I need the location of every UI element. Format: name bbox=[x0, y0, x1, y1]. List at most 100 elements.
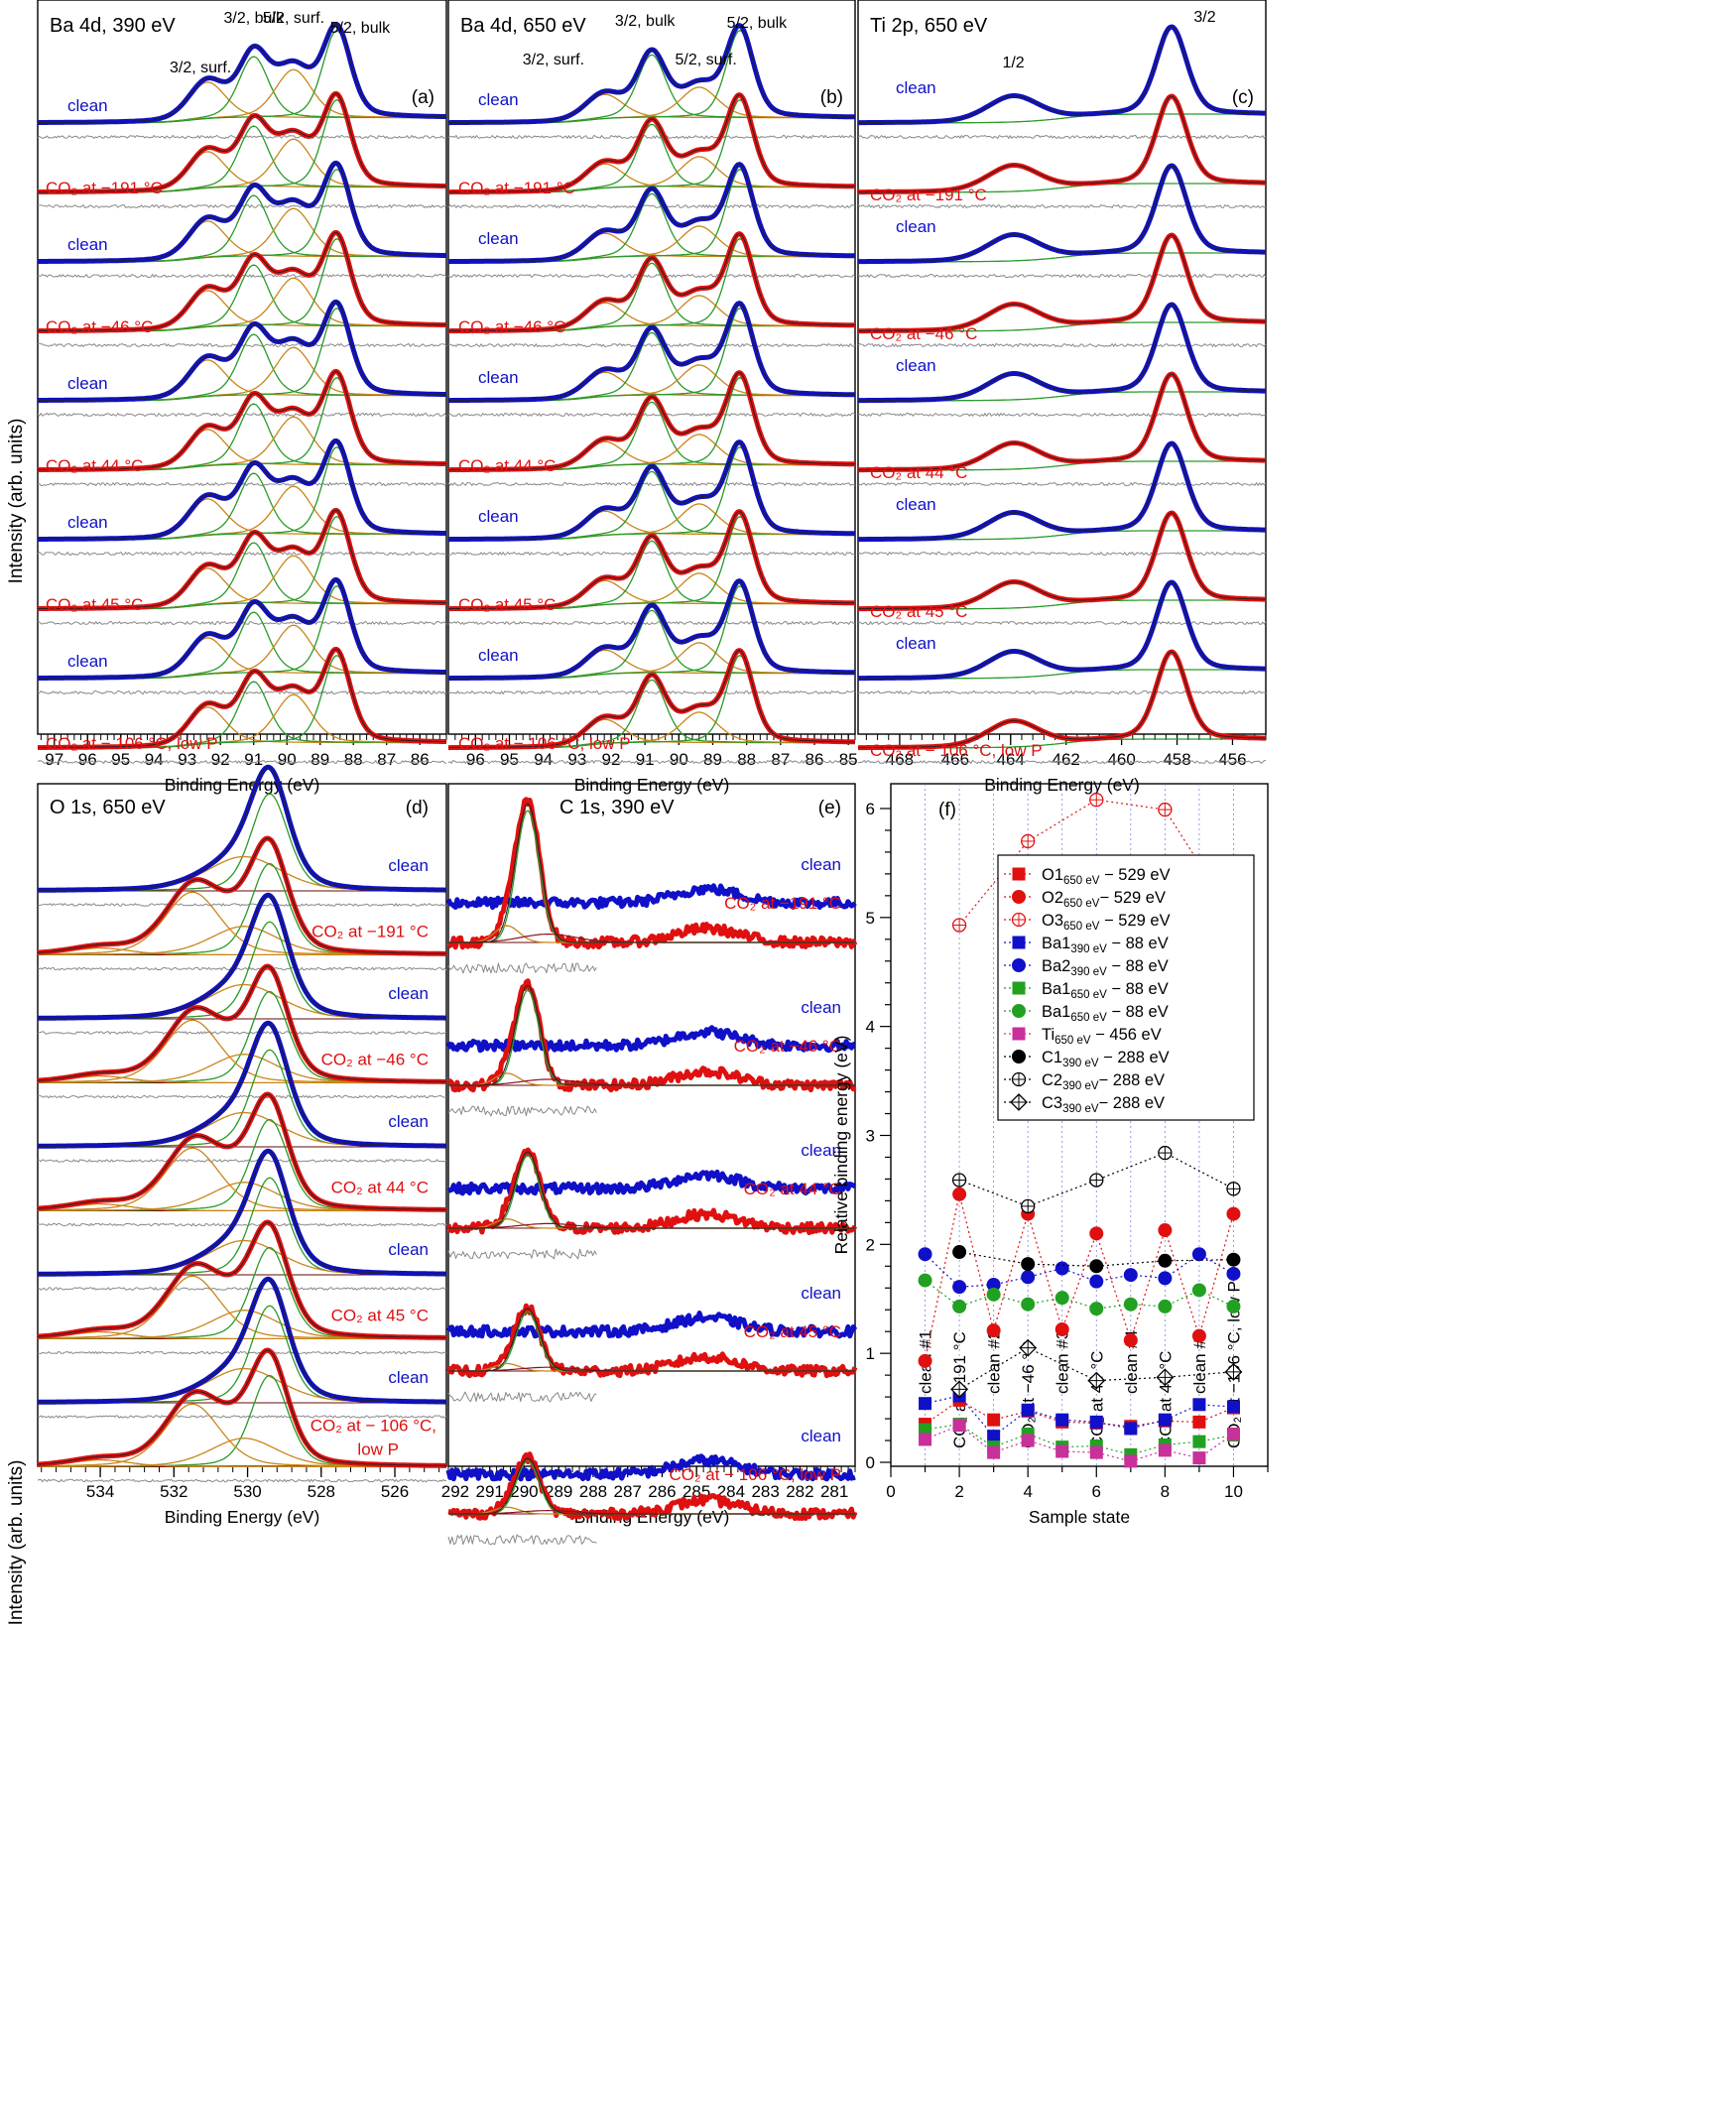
spectrum-label: CO₂ at −46 °C bbox=[46, 317, 153, 336]
x-tick-label: 92 bbox=[602, 750, 621, 769]
residual-line bbox=[447, 204, 856, 208]
data-point bbox=[1158, 1271, 1173, 1286]
fit-envelope bbox=[858, 373, 1266, 471]
residual-line bbox=[447, 274, 856, 278]
series-line bbox=[925, 1253, 1234, 1288]
spectrum-label: clean bbox=[478, 646, 519, 665]
x-tick-label: 289 bbox=[545, 1482, 572, 1501]
peak-label: 1/2 bbox=[1002, 55, 1024, 71]
spectrum-label: CO₂ at − 106 °C, low P bbox=[458, 734, 631, 753]
x-axis-0: 97 96 95 94 93 92 91 90 89 88 87 86 Binding Energy (… bbox=[40, 734, 447, 795]
residual-line bbox=[37, 135, 447, 139]
data-point bbox=[1224, 1362, 1243, 1381]
series-line bbox=[925, 1424, 1234, 1455]
data-point bbox=[1011, 1071, 1027, 1087]
spectrum-e-0: clean bbox=[445, 855, 857, 911]
x-tick-label: 91 bbox=[244, 750, 263, 769]
data-point bbox=[1192, 1398, 1206, 1412]
spectrum-d-4: clean bbox=[37, 1020, 447, 1163]
residual-line bbox=[447, 135, 856, 139]
fit-envelope bbox=[37, 965, 446, 1082]
fit-envelope bbox=[38, 648, 447, 748]
fit-envelope bbox=[38, 1278, 446, 1403]
spectrum-label: CO₂ at −191 °C bbox=[870, 186, 987, 204]
residual-line bbox=[37, 1415, 447, 1419]
data-point bbox=[1012, 1050, 1026, 1064]
residual-line bbox=[447, 621, 856, 625]
data-point bbox=[1021, 833, 1036, 849]
x-tick-label: 94 bbox=[145, 750, 164, 769]
spectrum-label: clean bbox=[388, 1240, 429, 1259]
legend-subscript: 650 eV bbox=[1063, 898, 1100, 910]
spectrum-c-5: CO₂ at 44 °C bbox=[857, 371, 1267, 486]
residual-line bbox=[857, 274, 1267, 278]
spectrum-label: clean bbox=[478, 368, 519, 387]
x-tick-label: 460 bbox=[1107, 750, 1135, 769]
x-tick-label: 92 bbox=[211, 750, 230, 769]
data-point bbox=[1089, 1259, 1104, 1274]
peak-label: 5/2, bulk bbox=[330, 20, 391, 37]
spectrum-label: CO₂ at −46 °C bbox=[321, 1051, 429, 1069]
spectrum-label: clean bbox=[478, 229, 519, 248]
peak-label: 3/2 bbox=[1193, 9, 1215, 26]
panel-a-frame bbox=[37, 0, 447, 735]
data-point bbox=[918, 1273, 932, 1288]
data-point bbox=[1021, 1297, 1036, 1312]
spectrum-a-2: clean bbox=[37, 160, 447, 278]
legend-suffix: − 529 eV bbox=[1099, 889, 1166, 907]
data-point bbox=[1158, 1413, 1172, 1427]
x-tick-label: 90 bbox=[670, 750, 688, 769]
state-label: clean #5 bbox=[1190, 1330, 1209, 1394]
data-point bbox=[1226, 1252, 1241, 1267]
legend-entry: C2390 eV− 288 eV bbox=[1042, 1071, 1165, 1092]
data-point bbox=[1054, 1291, 1069, 1306]
spectrum-c-9: CO₂ at − 106 °C, low P bbox=[857, 649, 1267, 764]
fit-envelope bbox=[448, 233, 855, 332]
data-point bbox=[1158, 1223, 1173, 1238]
spectrum-label: CO₂ at 44 °C bbox=[46, 456, 143, 475]
spectrum-c-7: CO₂ at 45 °C bbox=[857, 510, 1267, 625]
residual-line bbox=[37, 1031, 447, 1035]
residual-line bbox=[857, 413, 1267, 417]
residual-line bbox=[857, 690, 1267, 694]
spectrum-d-8: clean bbox=[37, 1276, 447, 1419]
x-tick-label: 462 bbox=[1053, 750, 1080, 769]
data-points bbox=[446, 1169, 857, 1196]
panel-tag-f: (f) bbox=[938, 800, 956, 820]
spectrum-label: CO₂ at 44 °C bbox=[458, 456, 556, 475]
spectrum-d-6: clean bbox=[37, 1148, 447, 1291]
spectrum-label: clean bbox=[896, 78, 936, 97]
legend-entry: Ba1650 eV − 88 eV bbox=[1042, 980, 1169, 1001]
fit-envelope bbox=[38, 766, 446, 891]
spectrum-label: CO₂ at −46 °C bbox=[458, 317, 565, 336]
data-point bbox=[1226, 1182, 1241, 1196]
data-point bbox=[1021, 1198, 1036, 1214]
residual-line bbox=[857, 482, 1267, 486]
data-point bbox=[952, 1280, 967, 1295]
x-tick-label: 456 bbox=[1218, 750, 1246, 769]
data-point bbox=[919, 1433, 932, 1446]
spectrum-label: clean bbox=[67, 652, 108, 671]
peak-label: 3/2, bulk bbox=[223, 10, 284, 27]
data-points bbox=[445, 1303, 858, 1379]
state-label: clean #2 bbox=[985, 1330, 1004, 1394]
series-line bbox=[958, 1251, 1234, 1267]
spectrum-label: CO₂ at 45 °C bbox=[744, 1322, 841, 1341]
residual-line bbox=[857, 343, 1267, 347]
data-point bbox=[952, 1299, 967, 1314]
fit-envelope bbox=[448, 650, 855, 749]
x-tick-label: 95 bbox=[111, 750, 130, 769]
spectrum-d-0: clean bbox=[37, 764, 447, 907]
x-axis-3: 534 532 530 528 526 Binding Energy (eV) bbox=[41, 1466, 440, 1527]
fit-envelope bbox=[38, 231, 447, 331]
data-point bbox=[1158, 802, 1173, 817]
data-point bbox=[1191, 1328, 1206, 1343]
spectrum-label: clean bbox=[388, 1368, 429, 1387]
fit-envelope bbox=[37, 1221, 446, 1338]
spectrum-e-6: clean bbox=[445, 1284, 858, 1339]
x-tick-label: 288 bbox=[579, 1482, 607, 1501]
x-tick-label: 8 bbox=[1161, 1482, 1170, 1501]
legend-subscript: 650 eV bbox=[1063, 921, 1100, 933]
data-point bbox=[1054, 1322, 1069, 1336]
